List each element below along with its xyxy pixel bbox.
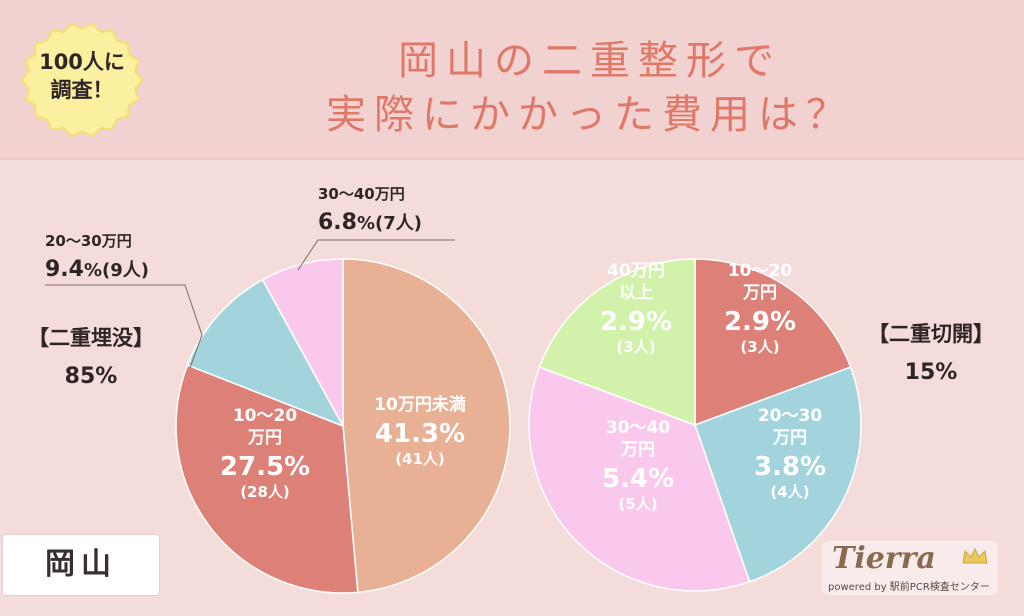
slice-label: 10〜20	[233, 406, 297, 426]
group-share-right: 15%	[904, 360, 958, 385]
slice-label: 10万円未満	[374, 394, 466, 415]
slice-count: (5人)	[618, 495, 657, 513]
pie-slice	[528, 366, 751, 592]
slice-count: (4人)	[770, 483, 809, 501]
slice-label: 万円	[247, 428, 282, 448]
slice-label: 30〜40	[606, 418, 670, 438]
leader-line	[297, 239, 455, 271]
slice-label-outside-20-30: 20〜30万円	[45, 232, 132, 250]
pie-charts: 10万円未満41.3%(41人)10〜20万円27.5%(28人)10〜20万円…	[45, 239, 862, 594]
slice-percent: 5.4%	[602, 464, 674, 494]
pie-slice	[175, 364, 359, 594]
slice-label: 万円	[772, 428, 807, 448]
pie-slice	[186, 278, 345, 428]
badge-burst-shape	[20, 22, 144, 138]
slice-label: 万円	[742, 283, 777, 303]
badge-line-1: 100人に	[39, 50, 125, 74]
slice-value-outside-30-40: 6.8%(7人)	[318, 210, 423, 235]
header-divider	[0, 158, 1024, 160]
slice-percent: 2.9%	[724, 307, 796, 337]
slice-percent: 2.9%	[600, 307, 672, 337]
slice-value-outside-20-30: 9.4%(9人)	[45, 257, 150, 282]
group-title-left: 【二重埋没】	[28, 326, 154, 350]
page-title-line-2: 実際にかかった費用は？	[326, 92, 854, 138]
slice-label-outside-30-40: 30〜40万円	[318, 185, 405, 203]
brand-logo: Tierra powered by 駅前PCR検査センター	[822, 541, 998, 595]
leader-line	[45, 284, 203, 369]
pie-slice	[694, 258, 852, 427]
slice-count: (41人)	[395, 450, 445, 468]
slice-count: (3人)	[616, 338, 655, 356]
slice-label: 以上	[619, 283, 653, 303]
logo-wordmark: Tierra	[832, 541, 936, 576]
slice-label: 20〜30	[758, 406, 822, 426]
pie-slice	[342, 258, 511, 594]
slice-label: 10〜20	[728, 261, 792, 281]
survey-badge: 100人に 調査！	[8, 18, 156, 142]
pie-slice	[538, 258, 696, 427]
group-share-left: 85%	[64, 364, 118, 389]
group-title-right: 【二重切開】	[868, 322, 994, 346]
header-banner	[0, 0, 1024, 158]
slice-label: 万円	[620, 440, 655, 460]
slice-percent: 27.5%	[220, 452, 310, 482]
badge-line-2: 調査！	[50, 78, 114, 102]
slice-count: (28人)	[240, 483, 290, 501]
slice-percent: 41.3%	[375, 419, 465, 449]
slice-label: 40万円	[607, 261, 665, 281]
location-label: 岡山	[2, 534, 160, 596]
page-title-line-1: 岡山の二重整形で	[398, 38, 782, 84]
slice-count: (3人)	[740, 338, 779, 356]
crown-icon	[962, 547, 988, 564]
slice-percent: 3.8%	[754, 452, 826, 482]
pie-slice	[694, 366, 862, 583]
logo-subtitle: powered by 駅前PCR検査センター	[828, 582, 990, 593]
